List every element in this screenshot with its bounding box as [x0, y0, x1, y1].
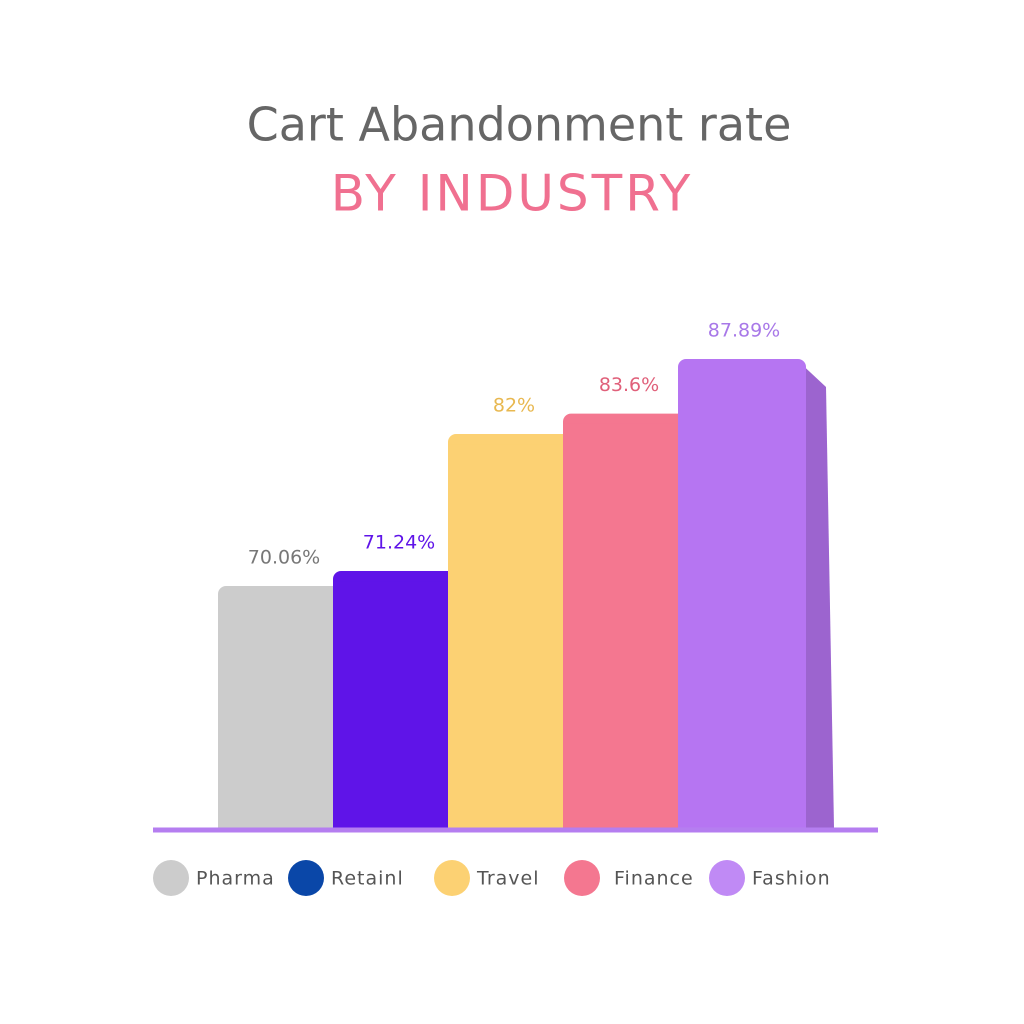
- bar-foot: [678, 369, 806, 828]
- legend-swatch: [153, 860, 189, 896]
- chart-subtitle: BY INDUSTRY: [331, 165, 694, 223]
- legend-swatch: [288, 860, 324, 896]
- bar-foot: [333, 581, 461, 828]
- bar-group: 87.89%: [678, 320, 834, 828]
- value-label: 87.89%: [708, 320, 780, 342]
- legend-label: Retainl: [331, 868, 404, 890]
- bar-foot: [563, 423, 691, 828]
- bar-foot: [448, 444, 576, 828]
- legend-label: Pharma: [196, 868, 275, 890]
- legend-swatch: [709, 860, 745, 896]
- chart-title: Cart Abandonment rate: [247, 98, 792, 152]
- legend-label: Travel: [476, 868, 539, 890]
- legend: Pharma Retainl Travel Finance Fashion: [153, 860, 831, 896]
- legend-label: Finance: [614, 868, 694, 890]
- legend-swatch: [434, 860, 470, 896]
- value-label: 83.6%: [599, 374, 659, 396]
- value-label: 71.24%: [363, 532, 435, 554]
- value-label: 70.06%: [248, 547, 320, 569]
- value-label: 82%: [493, 395, 535, 417]
- legend-swatch: [564, 860, 600, 896]
- legend-label: Fashion: [752, 868, 831, 890]
- bars: 70.06% 71.24% 82% 83.6% 87.89%: [218, 320, 834, 828]
- bar-foot: [218, 596, 346, 828]
